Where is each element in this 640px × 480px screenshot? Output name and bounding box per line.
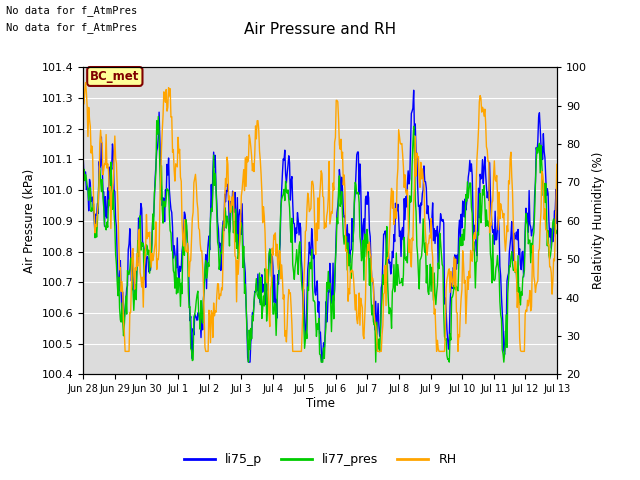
li75_p — [410, 87, 417, 93]
li77_pres — [164, 188, 172, 193]
li77_pres — [397, 279, 405, 285]
li77_pres — [244, 359, 252, 365]
li75_p — [438, 216, 445, 221]
li77_pres — [154, 114, 162, 120]
li75_p — [396, 228, 404, 234]
Y-axis label: Air Pressure (kPa): Air Pressure (kPa) — [23, 168, 36, 273]
li77_pres — [360, 277, 368, 283]
RH — [295, 348, 303, 354]
RH — [82, 80, 90, 85]
RH — [397, 142, 405, 147]
li77_pres — [553, 228, 561, 233]
Line: li77_pres: li77_pres — [83, 117, 557, 362]
RH — [360, 336, 368, 342]
Line: RH: RH — [83, 83, 557, 351]
li75_p — [163, 161, 171, 167]
li77_pres — [202, 258, 209, 264]
Y-axis label: Relativity Humidity (%): Relativity Humidity (%) — [593, 152, 605, 289]
li75_p — [359, 222, 367, 228]
X-axis label: Time: Time — [305, 397, 335, 410]
li75_p — [79, 155, 87, 160]
RH — [79, 88, 87, 94]
RH — [203, 348, 211, 354]
li75_p — [201, 270, 209, 276]
Text: No data for f_AtmPres: No data for f_AtmPres — [6, 5, 138, 16]
li75_p — [244, 359, 252, 365]
li75_p — [553, 220, 561, 226]
li77_pres — [295, 243, 303, 249]
li77_pres — [438, 251, 445, 257]
RH — [164, 85, 172, 91]
RH — [121, 348, 129, 354]
li75_p — [294, 217, 302, 223]
Text: No data for f_AtmPres: No data for f_AtmPres — [6, 22, 138, 33]
Legend: li75_p, li77_pres, RH: li75_p, li77_pres, RH — [179, 448, 461, 471]
Text: BC_met: BC_met — [90, 70, 140, 83]
li77_pres — [79, 186, 87, 192]
RH — [438, 348, 445, 354]
Text: Air Pressure and RH: Air Pressure and RH — [244, 22, 396, 36]
Line: li75_p: li75_p — [83, 90, 557, 362]
RH — [553, 161, 561, 167]
